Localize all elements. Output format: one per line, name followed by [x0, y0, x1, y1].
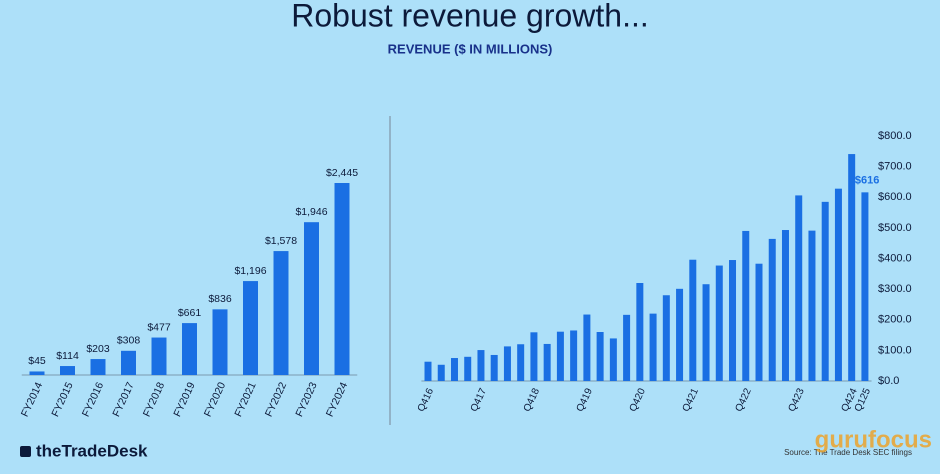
bar [304, 222, 319, 375]
bar [702, 284, 710, 381]
y-tick-label: $200.0 [878, 314, 912, 326]
bar [715, 265, 723, 381]
bar [834, 188, 842, 381]
x-tick-label: Q421 [681, 386, 701, 413]
bar [243, 281, 258, 375]
x-tick-label: Q420 [628, 386, 648, 413]
bar [662, 295, 670, 381]
x-tick-label: Q416 [416, 386, 436, 413]
watermark: gurufocus [815, 426, 932, 453]
slide-title: Robust revenue growth... [291, 0, 649, 33]
x-tick-label: FY2015 [49, 380, 75, 419]
bar [503, 346, 511, 381]
bar [596, 332, 604, 381]
bar [821, 201, 829, 381]
bar [623, 314, 631, 381]
x-tick-label: FY2023 [293, 380, 319, 419]
logo-icon [20, 446, 31, 457]
y-tick-label: $600.0 [878, 191, 912, 203]
bar [742, 230, 750, 381]
x-tick-label: FY2021 [232, 380, 258, 419]
bar [151, 337, 167, 375]
bar [649, 313, 657, 381]
bar [556, 331, 564, 381]
bar [477, 350, 485, 381]
y-tick-label: $800.0 [878, 130, 912, 142]
value-label: $308 [117, 335, 141, 347]
bar [543, 343, 551, 381]
bar [861, 192, 869, 381]
subtitle: REVENUE ($ IN MILLIONS) [388, 41, 553, 56]
bar [273, 251, 289, 375]
value-label: $616 [855, 174, 879, 186]
x-tick-label: FY2020 [202, 380, 228, 419]
x-tick-label: FY2018 [141, 380, 167, 419]
y-tick-label: $100.0 [878, 344, 912, 356]
x-tick-label: Q419 [575, 386, 595, 413]
bar [609, 338, 617, 381]
x-tick-label: FY2017 [110, 380, 136, 419]
value-label: $477 [147, 321, 171, 333]
x-tick-label: Q423 [787, 386, 807, 413]
bar [90, 359, 106, 375]
bar [424, 361, 432, 381]
bar [755, 263, 763, 381]
value-label: $836 [208, 293, 232, 305]
value-label: $2,445 [326, 167, 358, 179]
x-tick-label: FY2014 [19, 380, 45, 419]
bar [848, 154, 856, 381]
bar [570, 330, 578, 381]
value-label: $45 [28, 355, 46, 367]
x-tick-label: FY2019 [171, 380, 197, 419]
value-label: $203 [86, 343, 110, 355]
y-tick-label: $500.0 [878, 222, 912, 234]
y-tick-label: $400.0 [878, 252, 912, 264]
bar [729, 260, 737, 381]
bar [676, 288, 684, 381]
bar [450, 358, 458, 381]
bar [464, 356, 472, 381]
x-tick-label: Q417 [469, 386, 489, 413]
x-tick-label: Q418 [522, 386, 542, 413]
bar [808, 230, 816, 381]
value-label: $1,578 [265, 235, 297, 247]
value-label: $114 [56, 350, 79, 362]
x-tick-label: FY2022 [263, 380, 289, 419]
x-tick-label: FY2024 [324, 380, 350, 419]
bar [517, 344, 525, 381]
bar [121, 350, 136, 375]
bar [334, 183, 350, 375]
bar [795, 195, 803, 381]
source-note: Source: The Trade Desk SEC filings [784, 448, 912, 457]
x-tick-label: FY2016 [80, 380, 106, 419]
bar [781, 230, 789, 381]
y-tick-label: $700.0 [878, 161, 912, 173]
value-label: $1,196 [234, 265, 266, 277]
value-label: $661 [178, 307, 202, 319]
bar [437, 364, 445, 381]
logo: theTradeDesk [36, 441, 148, 460]
bar [182, 323, 197, 375]
bar [636, 283, 644, 381]
bar [29, 371, 45, 375]
bar [768, 238, 776, 381]
y-tick-label: $300.0 [878, 283, 912, 295]
x-tick-label: Q422 [734, 386, 754, 413]
bar [689, 259, 697, 381]
bar [490, 354, 498, 381]
bar [212, 309, 228, 375]
bar [60, 366, 75, 375]
bar [530, 332, 538, 381]
value-label: $1,946 [295, 206, 327, 218]
bar [583, 314, 591, 381]
y-tick-label: $0.0 [878, 375, 899, 387]
